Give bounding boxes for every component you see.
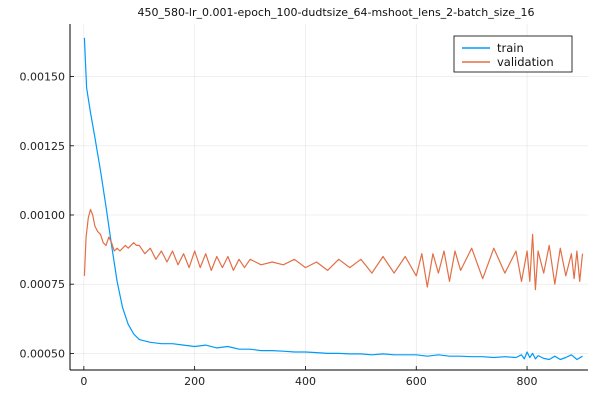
grid — [70, 24, 588, 370]
x-tick-label: 600 — [406, 375, 427, 388]
x-tick-label: 0 — [80, 375, 87, 388]
series-line-train — [83, 37, 583, 361]
x-tick-label: 800 — [517, 375, 538, 388]
y-tick-label: 0.00125 — [20, 140, 66, 153]
tick-labels: 0 200 400 600 800 0.00050 0.00075 0.00100 0.0012… — [20, 71, 538, 388]
y-tick-label: 0.00075 — [20, 278, 66, 291]
axes — [69, 24, 588, 371]
plot-lines — [83, 37, 584, 361]
y-tick-label: 0.00150 — [20, 71, 66, 84]
series-line-validation — [83, 208, 584, 291]
y-tick-label: 0.00100 — [20, 209, 66, 222]
legend-label-train: train — [497, 41, 524, 55]
legend-label-validation: validation — [497, 55, 554, 69]
y-tick-label: 0.00050 — [20, 347, 66, 360]
chart-title: 450_580-lr_0.001-epoch_100-dudtsize_64-m… — [137, 6, 534, 19]
legend-box — [453, 35, 573, 73]
x-tick-label: 400 — [295, 375, 316, 388]
x-tick-label: 200 — [184, 375, 205, 388]
